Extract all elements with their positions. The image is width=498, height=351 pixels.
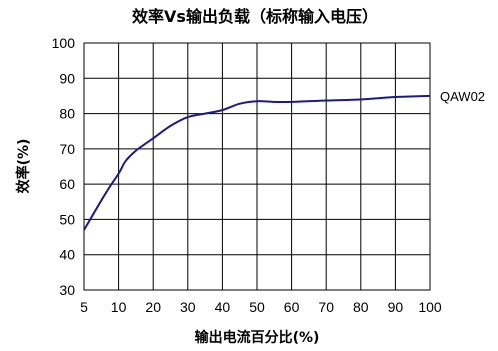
x-tick-label: 50 [249, 299, 265, 315]
x-tick-label: 10 [111, 299, 127, 315]
y-tick-label: 40 [59, 247, 75, 263]
x-tick-label: 70 [318, 299, 334, 315]
x-tick-label: 100 [418, 299, 442, 315]
y-tick-label: 50 [59, 211, 75, 227]
tick-labels: 5 10 20 30 40 50 60 70 80 90 100 30 40 50 60 70 80 90 100 [52, 35, 442, 315]
y-tick-label: 90 [59, 70, 75, 86]
y-tick-label: 60 [59, 176, 75, 192]
plot-area-border [83, 42, 431, 291]
x-tick-label: 90 [388, 299, 404, 315]
y-tick-label: 80 [59, 106, 75, 122]
y-tick-label: 30 [59, 282, 75, 298]
series-layer: QAW02 [83, 89, 485, 231]
series-line-qaw02 [83, 94, 431, 231]
x-tick-label: 5 [80, 299, 88, 315]
x-tick-label: 20 [145, 299, 161, 315]
x-tick-label: 80 [353, 299, 369, 315]
y-axis-label: 效率(%) [15, 139, 32, 194]
x-tick-label: 40 [215, 299, 231, 315]
y-tick-label: 100 [52, 35, 76, 51]
x-tick-label: 60 [284, 299, 300, 315]
x-axis-label: 输出电流百分比(%) [195, 329, 320, 346]
x-tick-label: 30 [180, 299, 196, 315]
chart-title: 效率Vs输出负载（标称输入电压） [132, 7, 378, 26]
grid [84, 43, 430, 290]
series-label: QAW02 [440, 89, 485, 104]
y-tick-label: 70 [59, 141, 75, 157]
